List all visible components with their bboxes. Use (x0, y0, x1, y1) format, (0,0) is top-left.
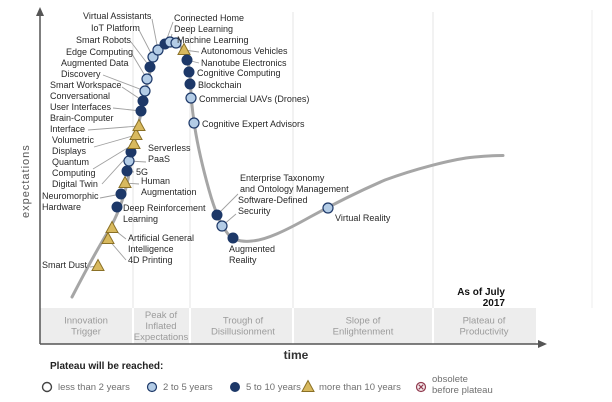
technology-label: IoT Platform (91, 23, 140, 33)
marker-more-than-10-years (132, 118, 146, 131)
marker-5-to-10-years (115, 188, 127, 200)
technology-label: Machine Learning (177, 35, 249, 45)
technology-label: Volumetric Displays (52, 135, 95, 156)
technology-label: Cognitive Computing (197, 68, 281, 78)
technology-label: Brain-Computer Interface (50, 113, 114, 134)
technology-label: Digital Twin (52, 179, 98, 189)
technology-label: Serverless PaaS (148, 143, 191, 164)
x-axis-arrow (538, 340, 547, 348)
marker-more-than-10-years (177, 42, 191, 55)
technology-label: Artificial General Intelligence (128, 233, 194, 254)
marker-5-to-10-years (211, 209, 223, 221)
technology-label: Enterprise Taxonomy and Ontology Manageme… (240, 173, 349, 194)
marker-2-to-5-years (185, 92, 197, 104)
legend-item-label: obsolete before plateau (432, 374, 493, 396)
legend-item-label: less than 2 years (58, 382, 130, 393)
marker-2-to-5-years (139, 85, 151, 97)
marker-2-to-5-years (322, 202, 334, 214)
technology-label: Quantum Computing (52, 157, 96, 178)
marker-2-to-5-years (170, 37, 182, 49)
technology-label: Smart Dust (42, 260, 88, 270)
technology-label: Commercial UAVs (Drones) (199, 94, 309, 104)
technology-label: Conversational User Interfaces (50, 91, 112, 112)
technology-label: Virtual Assistants (83, 11, 152, 21)
technology-label: Edge Computing (66, 47, 133, 57)
marker-2-to-5-years (146, 381, 158, 393)
marker-more-than-10-years (91, 258, 105, 271)
marker-more-than-10-years (301, 379, 315, 392)
technology-label: Smart Robots (76, 35, 132, 45)
technology-label: Connected Home (174, 13, 244, 23)
marker-more-than-10-years (127, 136, 141, 149)
technology-label: Blockchain (198, 80, 242, 90)
technology-label: Deep Learning (174, 24, 233, 34)
marker-more-than-10-years (101, 231, 115, 244)
technology-label: Neuromorphic Hardware (42, 191, 99, 212)
y-axis-arrow (36, 7, 44, 16)
leader-line (87, 125, 140, 131)
y-axis-label: expectations (20, 144, 32, 218)
marker-5-to-10-years (227, 232, 239, 244)
phase-label: Peak of Inflated Expectations (134, 310, 189, 343)
marker-less-than-2-years (41, 381, 53, 393)
phase-band (40, 308, 536, 344)
marker-more-than-10-years (129, 127, 143, 140)
technology-label: Nanotube Electronics (201, 58, 287, 68)
technology-label: Cognitive Expert Advisors (202, 119, 305, 129)
technology-label: Smart Workspace (50, 80, 121, 90)
phase-label: Trough of Disillusionment (211, 316, 275, 338)
marker-2-to-5-years (188, 117, 200, 129)
marker-more-than-10-years (105, 220, 119, 233)
marker-5-to-10-years (183, 66, 195, 78)
legend-item-label: 2 to 5 years (163, 382, 213, 393)
technology-label: Deep Reinforcement Learning (123, 203, 206, 224)
x-axis-label: time (283, 348, 309, 362)
marker-5-to-10-years (181, 54, 193, 66)
marker-5-to-10-years (230, 382, 240, 392)
marker-2-to-5-years (152, 44, 164, 56)
legend-title: Plateau will be reached: (50, 361, 164, 372)
phase-label: Slope of Enlightenment (333, 316, 394, 338)
technology-label: Augmented Reality (229, 244, 275, 265)
technology-label: Human Augmentation (141, 176, 197, 197)
phase-label: Innovation Trigger (64, 316, 108, 338)
technology-label: 4D Printing (128, 255, 173, 265)
marker-5-to-10-years (121, 165, 133, 177)
phase-label: Plateau of Productivity (459, 316, 508, 338)
technology-label: Software-Defined Security (238, 195, 308, 216)
marker-5-to-10-years (184, 78, 196, 90)
leader-line (93, 134, 137, 148)
marker-obsolete-before-plateau (415, 381, 427, 393)
marker-5-to-10-years (144, 61, 156, 73)
marker-2-to-5-years (216, 220, 228, 232)
leader-line (102, 74, 146, 92)
marker-2-to-5-years (141, 73, 153, 85)
legend-item-label: 5 to 10 years (246, 382, 301, 393)
technology-label: Augmented Data Discovery (61, 58, 129, 79)
technology-label: Autonomous Vehicles (201, 46, 288, 56)
marker-2-to-5-years (123, 155, 135, 167)
technology-label: Virtual Reality (335, 213, 391, 223)
marker-5-to-10-years (111, 201, 123, 213)
marker-5-to-10-years (135, 105, 147, 117)
legend-item-label: more than 10 years (319, 382, 401, 393)
technology-label: 5G (136, 167, 148, 177)
marker-more-than-10-years (118, 175, 132, 188)
marker-5-to-10-years (137, 95, 149, 107)
as-of-date-note: As of July 2017 (457, 287, 505, 309)
